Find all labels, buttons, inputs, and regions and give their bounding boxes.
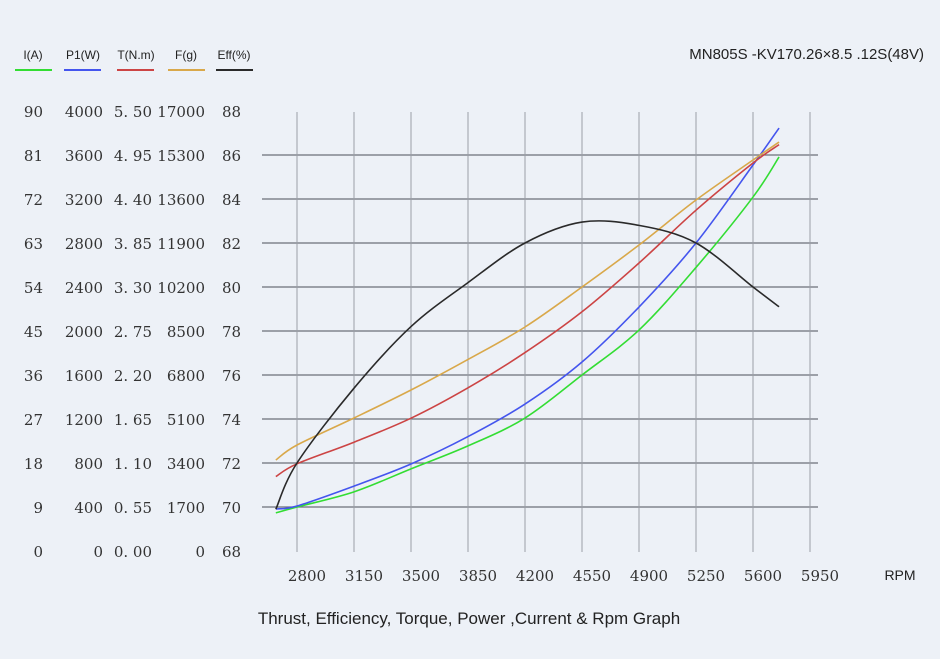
x-tick-label: 4550	[573, 567, 611, 585]
y-tick-label-Eff: 86	[222, 147, 241, 165]
y-tick-label-T: 0. 55	[114, 499, 152, 517]
series-line-Eff	[275, 220, 780, 510]
y-axis-labels: 9081726354453627189040003600320028002400…	[24, 103, 241, 561]
y-tick-label-T: 3. 85	[114, 235, 152, 253]
y-tick-label-I: 18	[24, 455, 43, 473]
y-tick-label-T: 5. 50	[114, 103, 152, 121]
legend-item-F: F(g)	[168, 48, 205, 71]
x-tick-label: 4200	[516, 567, 554, 585]
y-tick-label-Eff: 70	[222, 499, 241, 517]
y-tick-label-I: 45	[24, 323, 43, 341]
legend-label: P1(W)	[66, 48, 100, 62]
legend-label: F(g)	[175, 48, 197, 62]
y-tick-label-Eff: 72	[222, 455, 241, 473]
y-tick-label-P1: 2000	[65, 323, 103, 341]
x-tick-label: 3850	[459, 567, 497, 585]
y-tick-label-Eff: 76	[222, 367, 241, 385]
x-tick-label: 3150	[345, 567, 383, 585]
y-tick-label-T: 0. 00	[114, 543, 152, 561]
legend-item-Eff: Eff(%)	[216, 48, 253, 71]
series-line-T	[275, 143, 780, 478]
y-tick-label-P1: 1600	[65, 367, 103, 385]
y-tick-label-P1: 0	[93, 543, 103, 561]
y-tick-label-P1: 400	[74, 499, 103, 517]
y-tick-label-F: 11900	[157, 235, 205, 253]
x-tick-label: 5250	[687, 567, 725, 585]
y-tick-label-T: 2. 75	[114, 323, 152, 341]
y-tick-label-I: 27	[24, 411, 43, 429]
y-tick-label-F: 10200	[157, 279, 205, 297]
x-tick-label: 5950	[801, 567, 839, 585]
y-tick-label-P1: 2400	[65, 279, 103, 297]
chart-title: MN805S -KV170.26×8.5 .12S(48V)	[689, 46, 924, 63]
y-tick-label-F: 5100	[167, 411, 205, 429]
grid	[262, 112, 818, 552]
series-lines	[275, 127, 780, 514]
series-line-P1	[275, 127, 780, 510]
y-tick-label-I: 63	[24, 235, 43, 253]
y-tick-label-T: 2. 20	[114, 367, 152, 385]
y-tick-label-F: 17000	[157, 103, 205, 121]
y-tick-label-T: 4. 40	[114, 191, 152, 209]
y-tick-label-F: 0	[195, 543, 205, 561]
y-tick-label-I: 36	[24, 367, 43, 385]
y-tick-label-F: 1700	[167, 499, 205, 517]
y-tick-label-T: 1. 10	[114, 455, 152, 473]
series-line-F	[275, 141, 780, 461]
legend-item-I: I(A)	[15, 48, 52, 71]
series-line-I	[275, 156, 780, 514]
y-tick-label-Eff: 78	[222, 323, 241, 341]
legend: I(A) P1(W) T(N.m) F(g) Eff(%)	[15, 48, 253, 71]
legend-label: Eff(%)	[217, 48, 250, 62]
y-tick-label-Eff: 74	[222, 411, 241, 429]
y-tick-label-T: 3. 30	[114, 279, 152, 297]
y-tick-label-T: 4. 95	[114, 147, 152, 165]
y-tick-label-T: 1. 65	[114, 411, 152, 429]
y-tick-label-Eff: 84	[222, 191, 241, 209]
y-tick-label-F: 6800	[167, 367, 205, 385]
y-tick-label-Eff: 68	[222, 543, 241, 561]
legend-item-P1: P1(W)	[64, 48, 101, 71]
y-tick-label-P1: 800	[74, 455, 103, 473]
y-tick-label-I: 9	[33, 499, 43, 517]
chart-caption: Thrust, Efficiency, Torque, Power ,Curre…	[258, 609, 680, 628]
y-tick-label-Eff: 88	[222, 103, 241, 121]
x-axis-label: RPM	[884, 567, 915, 583]
y-tick-label-P1: 2800	[65, 235, 103, 253]
y-tick-label-F: 13600	[157, 191, 205, 209]
y-tick-label-F: 15300	[157, 147, 205, 165]
legend-label: I(A)	[23, 48, 42, 62]
y-tick-label-F: 3400	[167, 455, 205, 473]
y-tick-label-P1: 3600	[65, 147, 103, 165]
x-axis-labels: 2800 3150 3500 3850 4200 4550 4900 5250 5600 5950	[288, 567, 839, 585]
y-tick-label-Eff: 80	[222, 279, 241, 297]
x-tick-label: 2800	[288, 567, 326, 585]
y-tick-label-I: 81	[24, 147, 43, 165]
y-tick-label-F: 8500	[167, 323, 205, 341]
x-tick-label: 5600	[744, 567, 782, 585]
y-tick-label-I: 0	[33, 543, 43, 561]
y-tick-label-P1: 4000	[65, 103, 103, 121]
y-tick-label-Eff: 82	[222, 235, 241, 253]
y-tick-label-I: 72	[24, 191, 43, 209]
y-tick-label-I: 90	[24, 103, 43, 121]
x-tick-label: 4900	[630, 567, 668, 585]
legend-item-T: T(N.m)	[117, 48, 155, 71]
y-tick-label-P1: 1200	[65, 411, 103, 429]
y-tick-label-P1: 3200	[65, 191, 103, 209]
x-tick-label: 3500	[402, 567, 440, 585]
legend-label: T(N.m)	[117, 48, 154, 62]
y-tick-label-I: 54	[24, 279, 43, 297]
